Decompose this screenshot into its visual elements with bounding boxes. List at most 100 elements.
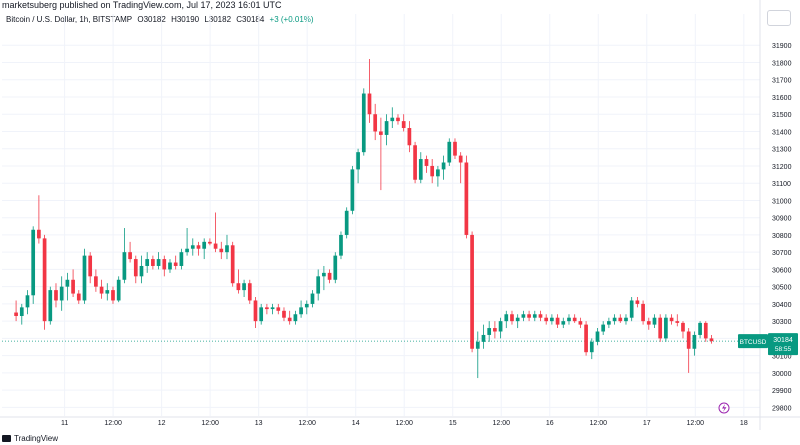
candle-body (384, 121, 389, 135)
y-tick-label: 30700 (772, 250, 792, 257)
candle-body (116, 279, 121, 301)
candle-body (396, 117, 400, 122)
y-tick-label: 31200 (772, 164, 792, 171)
candle-body (515, 317, 520, 322)
candle-body (652, 317, 657, 325)
price-tag-bg (768, 333, 798, 356)
candle-body (242, 283, 246, 291)
y-tick-label: 31700 (772, 78, 792, 85)
y-tick-label: 31800 (772, 60, 792, 67)
price-tag-symbol: BTCUSD (740, 339, 767, 346)
y-tick-label: 30300 (772, 319, 792, 326)
symbol-title[interactable]: Bitcoin / U.S. Dollar, 1h, BITSTAMP (6, 15, 133, 24)
candle-body (681, 322, 685, 332)
y-tick-label: 31000 (772, 198, 792, 205)
candle-body (139, 265, 144, 277)
close-value: C30184 (236, 15, 265, 24)
candle-body (635, 300, 640, 304)
published-caption: marketsuberg published on TradingView.co… (2, 0, 282, 10)
candle-body (59, 286, 64, 301)
candle-body (373, 114, 378, 132)
candle-body (179, 252, 184, 266)
candle-body (316, 276, 321, 294)
candle-body (259, 307, 264, 322)
candle-body (253, 300, 258, 322)
candle-body (333, 255, 338, 280)
y-tick-label: 29900 (772, 388, 792, 395)
x-tick-label: 16 (546, 420, 554, 427)
candle-body (532, 314, 537, 318)
candle-body (595, 331, 600, 342)
candle-body (367, 93, 372, 115)
y-tick-label: 30100 (772, 354, 792, 361)
candle-body (65, 279, 70, 287)
x-tick-label: 12:00 (201, 420, 219, 427)
candle-body (276, 307, 281, 311)
candle-body (356, 152, 360, 170)
candle-body (527, 314, 531, 318)
candle-body (475, 341, 480, 349)
candle-body (293, 314, 298, 322)
candle-body (185, 248, 189, 253)
candle-body (703, 322, 708, 339)
y-tick-label: 30000 (772, 371, 792, 378)
candle-body (401, 121, 406, 129)
x-tick-label: 18 (740, 420, 748, 427)
candle-body (31, 229, 36, 296)
candle-body (151, 259, 155, 266)
candle-body (441, 162, 446, 170)
candle-body (208, 241, 212, 244)
candle-body (601, 324, 606, 332)
price-tag-symbol-bg (738, 334, 768, 349)
candle-body (202, 241, 207, 249)
candle-body (344, 210, 349, 235)
low-value: L30182 (204, 15, 232, 24)
tradingview-footer: TradingView (2, 434, 58, 443)
candle-body (25, 295, 30, 308)
y-tick-label: 31600 (772, 95, 792, 102)
candle-body (698, 322, 702, 335)
candle-body (168, 262, 172, 270)
x-tick-label: 12:00 (104, 420, 122, 427)
chart-settings-button[interactable] (767, 10, 791, 26)
candle-body (173, 262, 178, 266)
candle-body (607, 321, 611, 325)
candle-body (76, 293, 81, 301)
y-tick-label: 31500 (772, 112, 792, 119)
candle-body (196, 245, 201, 249)
candle-body (99, 286, 104, 294)
candle-body (458, 155, 463, 163)
candle-body (94, 276, 98, 287)
candle-body (487, 328, 492, 335)
y-tick-label: 30500 (772, 285, 792, 292)
price-tag-price: 30184 (773, 337, 793, 344)
candle-body (470, 234, 474, 349)
candle-body (105, 290, 110, 294)
candle-body (379, 131, 383, 135)
candle-body (54, 290, 58, 301)
candle-body (686, 331, 691, 349)
candle-body (612, 317, 617, 322)
candle-body (504, 314, 509, 322)
candle-body (629, 300, 634, 318)
candle-body (618, 317, 623, 322)
candle-body (413, 145, 417, 180)
candle-body (498, 321, 503, 332)
candle-body (430, 165, 435, 177)
x-tick-label: 12:00 (492, 420, 510, 427)
candle-body (493, 328, 497, 332)
x-tick-label: 12 (158, 420, 166, 427)
candle-body (236, 283, 241, 291)
tradingview-logo-icon (2, 435, 11, 442)
candle-body (88, 255, 93, 277)
candle-body (464, 162, 469, 235)
candle-body (48, 290, 53, 322)
x-tick-label: 15 (449, 420, 457, 427)
candle-body (145, 259, 150, 266)
open-value: O30182 (137, 15, 166, 24)
candle-body (265, 307, 269, 310)
candle-body (646, 321, 651, 325)
x-tick-label: 12:00 (298, 420, 316, 427)
candle-body (584, 324, 588, 353)
